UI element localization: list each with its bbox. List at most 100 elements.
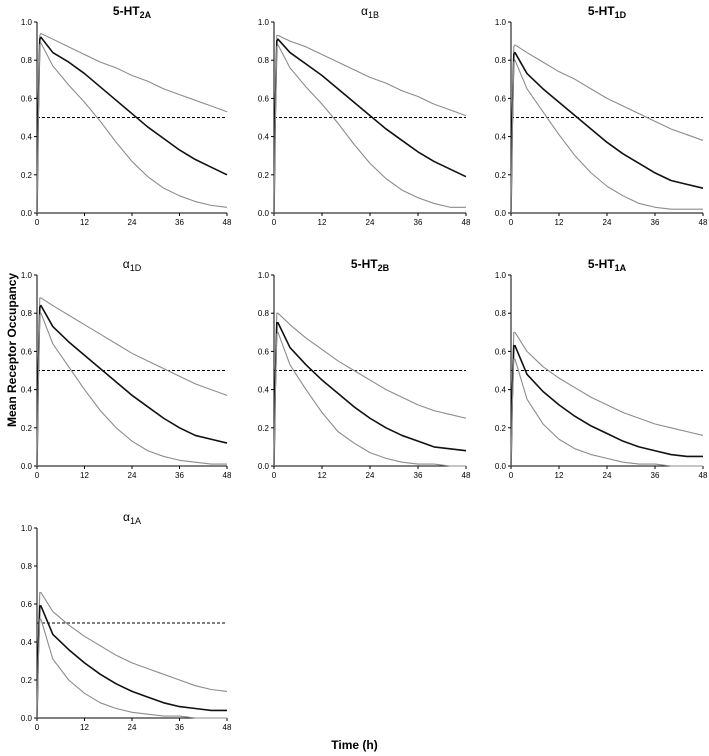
series-line-median <box>273 38 467 214</box>
x-tick-label: 0 <box>35 723 40 732</box>
y-tick-label: 0.2 <box>21 424 33 433</box>
panel-title-main: α <box>123 510 130 524</box>
panel-title-main: α <box>361 4 368 18</box>
panel-title-subscript: 1A <box>615 263 627 273</box>
y-tick-label: 0.4 <box>495 133 507 142</box>
series-line-lower <box>36 42 228 214</box>
y-tick-label: 1.0 <box>21 271 33 280</box>
x-tick-label: 48 <box>699 218 708 227</box>
x-tick-label: 48 <box>699 471 708 480</box>
x-tick-label: 48 <box>223 218 232 227</box>
panel-0: 5-HT2A 0.0 0.2 0.4 0.6 0.8 1.0 0 12 24 36 48 <box>21 4 232 227</box>
series-line-median <box>36 605 227 719</box>
panel-title-subscript: 2B <box>378 263 390 273</box>
panel-title: 5-HT1A <box>588 257 627 273</box>
panel-title-subscript: 1D <box>130 263 142 273</box>
series-line-upper <box>273 34 467 214</box>
x-tick-label: 48 <box>462 471 471 480</box>
y-axis-label: Mean Receptor Occupancy <box>5 272 19 427</box>
panel-title: α1D <box>123 257 142 273</box>
y-tick-label: 0.6 <box>495 347 507 356</box>
x-tick-label: 48 <box>462 218 471 227</box>
y-tick-label: 0.0 <box>258 462 270 471</box>
x-tick-label: 24 <box>366 218 375 227</box>
x-tick-label: 24 <box>603 471 612 480</box>
panel-title: α1B <box>361 4 379 20</box>
y-tick-label: 0.2 <box>258 171 270 180</box>
x-tick-label: 36 <box>651 218 660 227</box>
panel-title-main: α <box>123 257 130 271</box>
y-tick-label: 0.8 <box>21 56 33 65</box>
y-tick-label: 1.0 <box>495 271 507 280</box>
panel-2: 5-HT1D 0.0 0.2 0.4 0.6 0.8 1.0 0 12 24 36 48 <box>495 4 708 227</box>
series-line-upper <box>36 297 228 467</box>
y-tick-label: 0.6 <box>495 94 507 103</box>
panel-4: 5-HT2B 0.0 0.2 0.4 0.6 0.8 1.0 0 12 24 36 48 <box>258 257 471 480</box>
series-line-lower <box>36 312 227 467</box>
panel-title: 5-HT2B <box>351 257 390 273</box>
y-tick-label: 0.2 <box>21 676 33 685</box>
panel-title-main: 5-HT <box>351 257 378 271</box>
y-tick-label: 0.4 <box>258 386 270 395</box>
series-line-median <box>510 51 704 214</box>
y-tick-label: 0.0 <box>21 714 33 723</box>
panel-6: α1A 0.0 0.2 0.4 0.6 0.8 1.0 0 12 24 36 48 <box>21 510 232 732</box>
y-tick-label: 0.8 <box>258 309 270 318</box>
series-line-upper <box>36 592 228 719</box>
x-tick-label: 36 <box>175 471 184 480</box>
panel-title-main: 5-HT <box>588 257 615 271</box>
y-tick-label: 0.8 <box>495 309 507 318</box>
y-tick-label: 0.4 <box>495 386 507 395</box>
y-tick-label: 0.6 <box>21 347 33 356</box>
x-tick-label: 12 <box>555 471 564 480</box>
x-tick-label: 36 <box>175 723 184 732</box>
x-tick-label: 36 <box>414 471 423 480</box>
series-line-median <box>36 36 228 214</box>
x-tick-label: 12 <box>318 471 327 480</box>
x-tick-label: 12 <box>80 218 89 227</box>
x-tick-label: 0 <box>509 218 514 227</box>
x-tick-label: 12 <box>555 218 564 227</box>
y-tick-label: 0.6 <box>258 347 270 356</box>
x-tick-label: 0 <box>509 471 514 480</box>
panel-title-subscript: 1B <box>368 10 379 20</box>
y-tick-label: 0.0 <box>258 209 270 218</box>
y-tick-label: 0.2 <box>495 171 507 180</box>
y-tick-label: 0.8 <box>495 56 507 65</box>
x-tick-label: 36 <box>175 218 184 227</box>
y-tick-label: 1.0 <box>21 18 33 27</box>
y-tick-label: 0.6 <box>21 600 33 609</box>
x-tick-label: 0 <box>35 471 40 480</box>
x-tick-label: 48 <box>223 471 232 480</box>
y-tick-label: 0.4 <box>21 386 33 395</box>
x-tick-label: 24 <box>603 218 612 227</box>
series-line-upper <box>36 32 228 214</box>
series-line-lower <box>273 331 466 467</box>
y-tick-label: 0.2 <box>258 424 270 433</box>
y-tick-label: 0.8 <box>21 309 33 318</box>
x-tick-label: 12 <box>80 471 89 480</box>
panel-5: 5-HT1A 0.0 0.2 0.4 0.6 0.8 1.0 0 12 24 36 48 <box>495 257 708 480</box>
panel-title: 5-HT1D <box>588 4 627 20</box>
series-line-lower <box>510 59 703 214</box>
x-tick-label: 24 <box>128 471 137 480</box>
y-tick-label: 0.0 <box>495 462 507 471</box>
x-tick-label: 0 <box>272 471 277 480</box>
x-tick-label: 24 <box>366 471 375 480</box>
y-tick-label: 0.0 <box>21 209 33 218</box>
series-line-median <box>273 321 467 467</box>
series-line-lower <box>273 44 466 214</box>
series-line-lower <box>36 618 227 719</box>
y-tick-label: 1.0 <box>21 524 33 533</box>
series-line-median <box>36 304 228 467</box>
panel-3: α1D 0.0 0.2 0.4 0.6 0.8 1.0 0 12 24 36 48 <box>21 257 232 480</box>
x-tick-label: 24 <box>128 723 137 732</box>
y-tick-label: 1.0 <box>258 271 270 280</box>
x-tick-label: 12 <box>318 218 327 227</box>
series-line-upper <box>510 331 704 467</box>
y-tick-label: 0.0 <box>21 462 33 471</box>
y-tick-label: 1.0 <box>495 18 507 27</box>
x-tick-label: 0 <box>35 218 40 227</box>
y-tick-label: 0.6 <box>258 94 270 103</box>
